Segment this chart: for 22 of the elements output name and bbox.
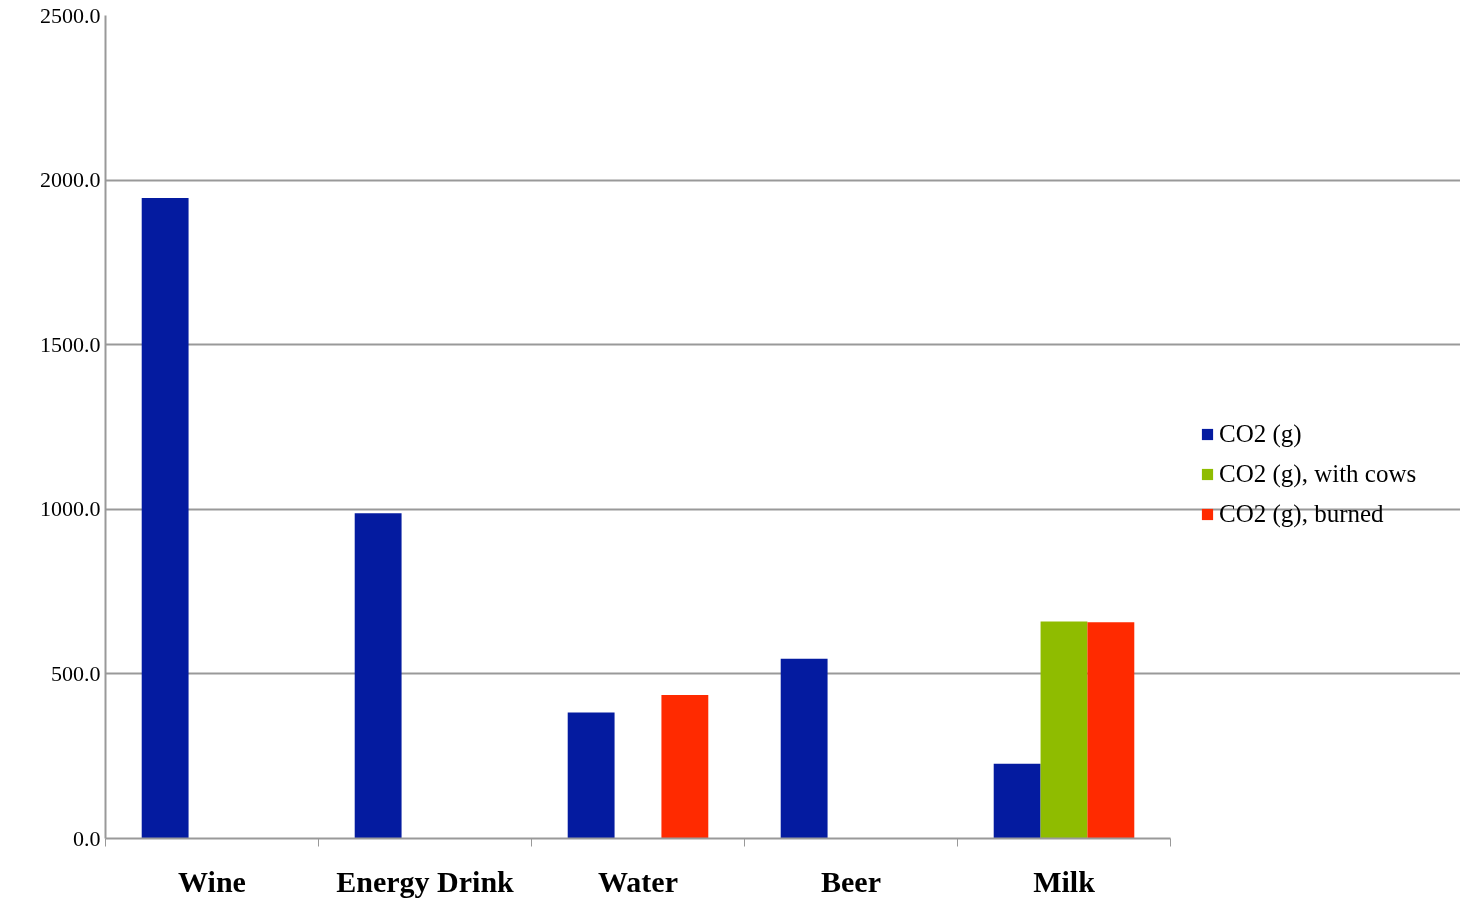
bar (141, 197, 189, 839)
x-tick-label: Water (598, 864, 678, 898)
y-tick-label: 1500.0 (40, 331, 101, 357)
y-tick-label: 2000.0 (40, 167, 101, 193)
x-tick-label: Milk (1033, 864, 1096, 898)
y-tick-label: 500.0 (51, 660, 101, 686)
bar (354, 513, 402, 839)
y-tick-label: 1000.0 (40, 496, 101, 522)
bar (780, 658, 828, 839)
x-tick-label: Energy Drink (336, 864, 515, 898)
legend-label: CO2 (g) (1219, 420, 1302, 448)
bar (567, 712, 615, 839)
y-tick-label: 0.0 (73, 825, 101, 851)
legend-label: CO2 (g), burned (1219, 500, 1384, 528)
bar (661, 694, 709, 839)
x-tick-label: Beer (821, 864, 881, 898)
y-tick-label: 2500.0 (40, 2, 101, 28)
bar (1040, 621, 1088, 839)
legend-label: CO2 (g), with cows (1219, 460, 1417, 488)
x-tick-label: Wine (178, 864, 246, 898)
bar (993, 763, 1041, 839)
bar (1087, 622, 1135, 839)
